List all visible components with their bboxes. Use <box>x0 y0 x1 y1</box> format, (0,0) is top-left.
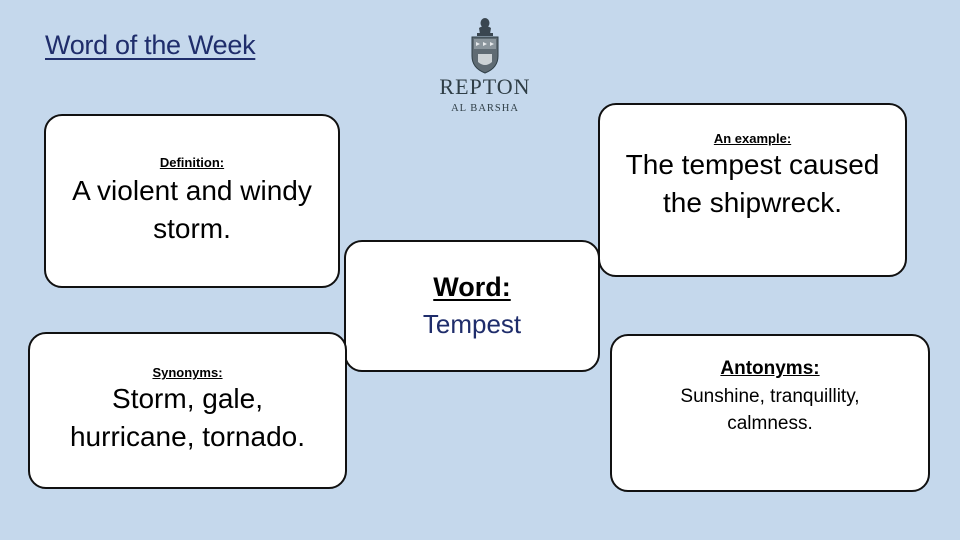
word-card: Word: Tempest <box>344 240 600 372</box>
synonyms-text: Storm, gale, hurricane, tornado. <box>69 383 306 452</box>
antonyms-card: Antonyms: Sunshine, tranquillity, calmne… <box>610 334 930 492</box>
word-label: Word: <box>433 272 511 302</box>
antonyms-label: Antonyms: <box>720 358 820 379</box>
synonyms-label: Synonyms: <box>152 365 223 381</box>
antonyms-text: Sunshine, tranquillity, calmness. <box>680 386 860 434</box>
page-title: Word of the Week <box>45 30 256 60</box>
synonyms-card: Synonyms: Storm, gale, hurricane, tornad… <box>28 332 347 489</box>
definition-label: Definition: <box>159 154 225 170</box>
crest-icon <box>471 18 499 74</box>
word-value: Tempest <box>422 309 522 339</box>
definition-card: Definition: A violent and windy storm. <box>44 114 340 288</box>
school-logo: Repton AL BARSHA <box>430 16 540 126</box>
logo-name: Repton <box>439 74 531 99</box>
definition-text: A violent and windy storm. <box>72 174 312 244</box>
example-label: An example: <box>713 131 792 146</box>
example-card: An example: The tempest caused the shipw… <box>598 103 907 277</box>
logo-subtitle: AL BARSHA <box>451 103 519 114</box>
example-text: The tempest caused the shipwreck. <box>625 149 880 218</box>
